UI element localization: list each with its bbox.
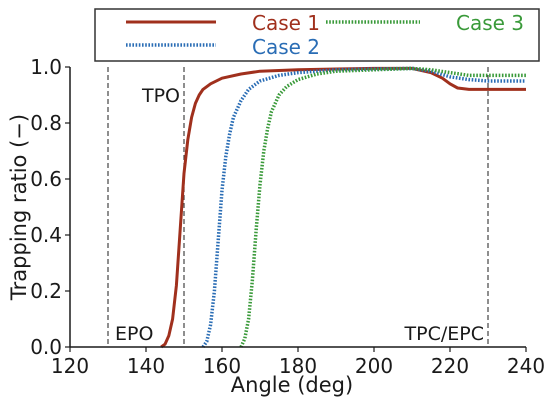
reference-label-epo: EPO [115,323,153,345]
y-tick-label: 0.6 [30,167,62,191]
y-tick-label: 1.0 [30,55,62,79]
y-axis-title: Trapping ratio (−) [7,114,31,301]
y-tick-label: 0.4 [30,223,62,247]
legend-label-case-1: Case 1 [252,11,320,35]
reference-label-tpc-epc: TPC/EPC [404,323,484,345]
series-line-case-3 [239,66,526,348]
series-line-case-2 [201,66,526,348]
reference-lines: EPO TPO TPC/EPC [107,67,489,347]
x-tick-label: 200 [355,354,393,378]
legend-label-case-2: Case 2 [252,35,320,59]
legend-label-case-3: Case 3 [456,11,524,35]
x-axis-title: Angle (deg) [231,373,353,397]
series-lines [160,66,526,349]
x-tick-label: 220 [431,354,469,378]
series-line-case-1 [160,66,526,349]
axes: 120 140 160 180 200 220 240 0.0 0.2 0.4 0.6 0.8 1.0 A… [7,55,545,397]
x-tick-label: 240 [507,354,545,378]
x-tick-label: 160 [203,354,241,378]
legend-box [94,8,540,62]
x-tick-label: 180 [279,354,317,378]
y-tick-label: 0.0 [30,335,62,359]
y-tick-label: 0.8 [30,111,62,135]
x-tick-label: 120 [51,354,89,378]
y-tick-label: 0.2 [30,279,62,303]
x-tick-label: 140 [127,354,165,378]
reference-label-tpo: TPO [141,85,180,107]
